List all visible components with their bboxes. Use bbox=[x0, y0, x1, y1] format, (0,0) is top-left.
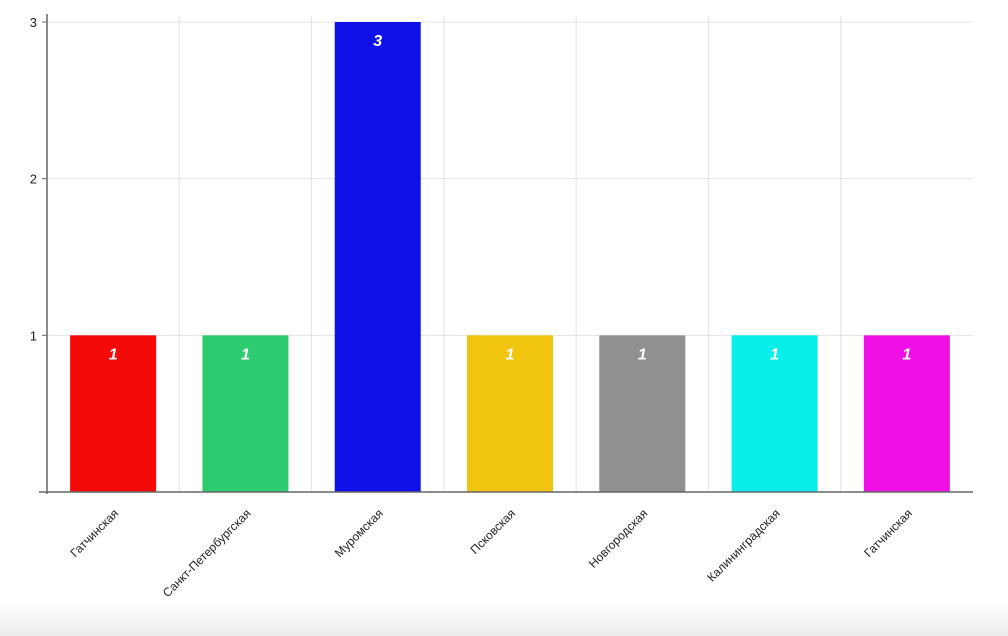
bottom-fade bbox=[0, 600, 1008, 636]
x-tick-label: Гатчинская bbox=[861, 506, 915, 560]
bar bbox=[599, 335, 686, 492]
y-tick-label: 1 bbox=[30, 328, 37, 343]
x-tick-label: Новгородская bbox=[586, 506, 651, 571]
bar bbox=[863, 335, 950, 492]
x-tick-label: Псковская bbox=[467, 506, 518, 557]
bar bbox=[202, 335, 289, 492]
data-label: 1 bbox=[109, 346, 118, 363]
y-tick-label: 2 bbox=[30, 172, 37, 187]
bar bbox=[334, 22, 421, 492]
x-tick-label: Муромская bbox=[332, 506, 386, 560]
bar-chart: 1 2 3 1 1 3 1 1 1 1 Гатчинская Санкт-Петербургская М… bbox=[30, 14, 973, 600]
bar bbox=[731, 335, 818, 492]
bar bbox=[467, 335, 553, 492]
data-label: 3 bbox=[373, 33, 382, 50]
x-tick-label: Санкт-Петербургская bbox=[160, 506, 254, 600]
data-label: 1 bbox=[902, 346, 911, 363]
bar bbox=[70, 335, 157, 492]
data-label: 1 bbox=[241, 346, 250, 363]
data-label: 1 bbox=[770, 346, 779, 363]
y-tick-label: 3 bbox=[30, 15, 37, 30]
x-tick-label: Калининградская bbox=[704, 506, 782, 584]
chart-canvas: 1 2 3 1 1 3 1 1 1 1 Гатчинская Санкт-Петербургская М… bbox=[30, 14, 973, 600]
data-label: 1 bbox=[506, 346, 515, 363]
x-tick-label: Гатчинская bbox=[68, 506, 122, 560]
data-label: 1 bbox=[638, 346, 647, 363]
